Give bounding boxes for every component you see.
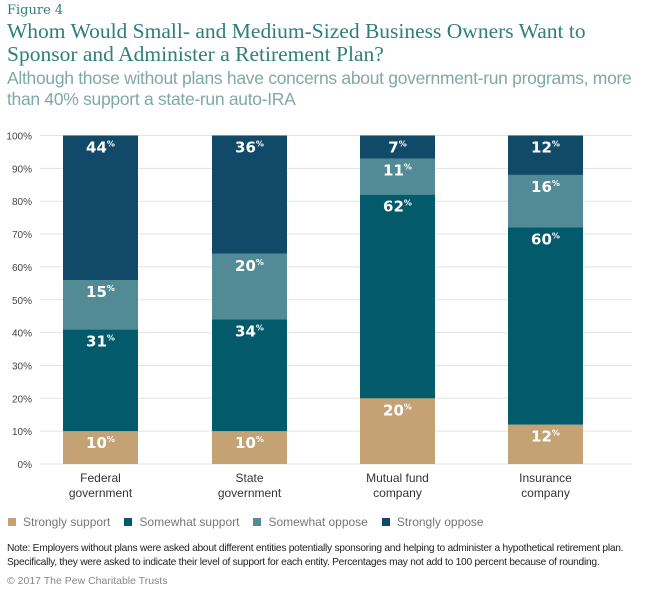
note: Note: Employers without plans were asked…: [7, 543, 624, 568]
x-tick-label: company: [373, 486, 422, 500]
bar-segment: [508, 424, 583, 464]
legend-label: Somewhat support: [139, 515, 240, 529]
y-tick-label: 90%: [12, 164, 32, 175]
bar-segment: [63, 431, 138, 464]
bar-segment: [63, 329, 138, 432]
chart-title: Whom Would Small- and Medium-Sized Busin…: [7, 19, 586, 66]
legend-label: Strongly support: [23, 515, 111, 529]
legend-swatch: [8, 518, 16, 526]
y-tick-label: 100%: [6, 132, 32, 143]
y-tick-label: 10%: [12, 427, 32, 438]
x-tick-label: Insurance: [519, 471, 572, 485]
legend-swatch: [253, 518, 262, 526]
bar-segment: [212, 135, 287, 254]
bar-segment: [508, 174, 583, 228]
legend-swatch: [124, 518, 133, 526]
y-tick-label: 50%: [12, 296, 32, 307]
x-tick-label: government: [218, 486, 282, 500]
bar-segment: [508, 227, 583, 425]
figure-label: Figure 4: [7, 3, 64, 18]
bar-segment: [212, 431, 287, 464]
header: Figure 4 Whom Would Small- and Medium-Si…: [7, 2, 647, 110]
x-tick-label: Federal: [80, 471, 121, 485]
x-tick-label: company: [521, 486, 570, 500]
y-tick-label: 20%: [12, 394, 32, 405]
legend-item: Strongly oppose: [381, 514, 484, 530]
x-tick-label: government: [69, 486, 133, 500]
bar-segment: [508, 135, 583, 175]
copyright: © 2017 The Pew Charitable Trusts: [7, 575, 168, 587]
y-tick-label: 70%: [12, 230, 32, 241]
bar-segment: [360, 135, 435, 159]
x-tick-label: State: [235, 471, 263, 485]
legend: Strongly support Somewhat support Somewhat…: [8, 514, 647, 530]
bar-segment: [63, 280, 138, 330]
bar-segment: [360, 158, 435, 195]
legend-item: Somewhat oppose: [253, 514, 368, 530]
legend-swatch: [381, 518, 390, 526]
bar-segment: [212, 319, 287, 432]
bar-segment: [63, 135, 138, 281]
y-tick-label: 60%: [12, 263, 32, 274]
y-tick-label: 80%: [12, 197, 32, 208]
stacked-bar-chart: 0%10%20%30%40%50%60%70%80%90%100%10%31%1…: [6, 132, 632, 500]
legend-item: Somewhat support: [124, 514, 239, 530]
bar-segment: [360, 398, 435, 464]
legend-label: Strongly oppose: [396, 515, 484, 529]
x-tick-label: Mutual fund: [366, 471, 429, 485]
bar-segment: [212, 253, 287, 320]
footer: Strongly support Somewhat support Somewhat…: [7, 514, 647, 588]
legend-item: Strongly support: [8, 514, 110, 530]
y-tick-label: 30%: [12, 361, 32, 372]
legend-label: Somewhat oppose: [268, 515, 368, 529]
y-tick-label: 0%: [18, 460, 33, 471]
bar-segment: [360, 194, 435, 399]
y-tick-label: 40%: [12, 329, 32, 340]
chart-subtitle: Although those without plans have concer…: [7, 68, 632, 109]
